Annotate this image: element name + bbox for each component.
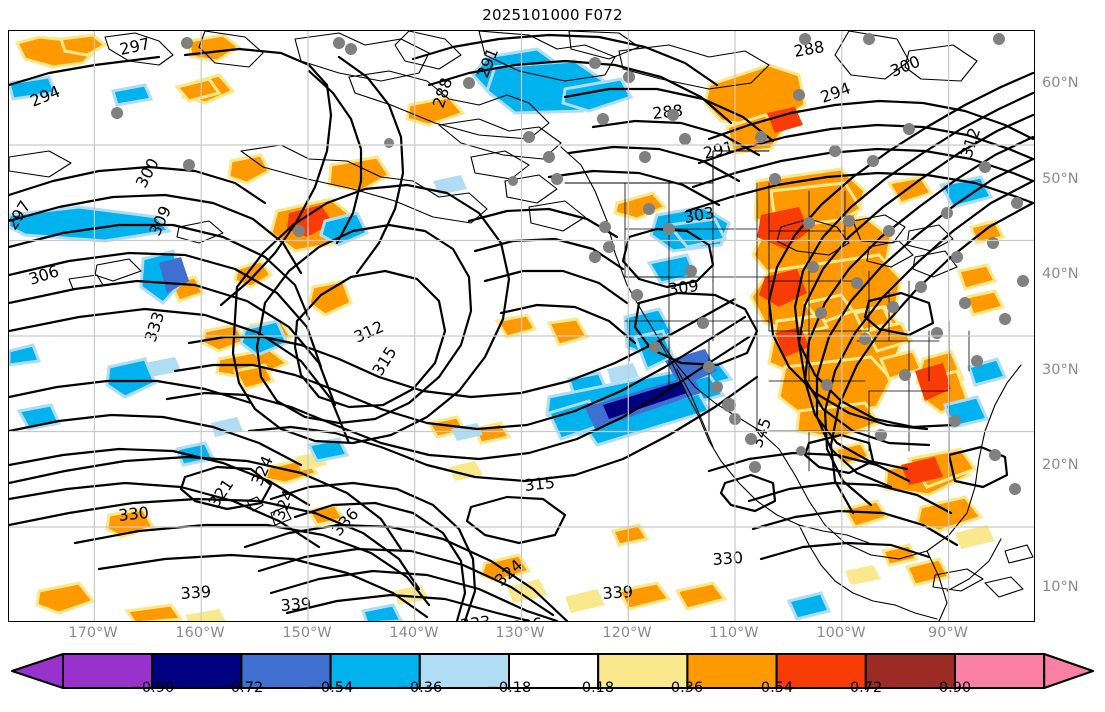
cbar-seg-7 [686,653,778,689]
lon-tick-170w: 170°W [68,625,118,641]
cbar-tick-4: −0.18 [486,680,532,696]
cbar-tick-3: −0.36 [397,680,443,696]
map-plot-area[interactable]: 297 294 297 300 309 306 333 312 315 315 … [8,30,1035,622]
lon-tick-150w: 150°W [282,625,332,641]
colorbar[interactable]: −0.90 −0.72 −0.54 −0.36 −0.18 0.18 0.36 … [0,650,1105,712]
cbar-seg-8 [775,653,867,689]
svg-text:330: 330 [117,503,149,525]
lat-tick-60n: 60°N [1042,75,1079,91]
lat-tick-30n: 30°N [1042,362,1079,378]
cbar-extend-max [1043,653,1094,689]
contour-layer [9,33,1034,621]
cbar-tick-5: 0.18 [581,680,615,696]
lat-tick-10n: 10°N [1042,579,1079,595]
svg-text:339: 339 [602,582,634,603]
cbar-tick-0: −0.90 [129,680,175,696]
svg-text:288: 288 [651,101,683,123]
figure-title: 2025101000 F072 [482,6,623,24]
gridlines [9,31,1034,621]
lon-tick-90w: 90°W [927,625,969,641]
lon-tick-100w: 100°W [816,625,866,641]
cbar-tick-2: −0.54 [308,680,354,696]
colorbar-swatches [11,653,1094,690]
lat-tick-50n: 50°N [1042,171,1079,187]
svg-text:309: 309 [667,276,700,299]
svg-text:336: 336 [511,614,544,621]
cbar-tick-9: 0.90 [938,680,972,696]
lon-tick-140w: 140°W [389,625,439,641]
lat-tick-20n: 20°N [1042,457,1079,473]
cbar-seg-2 [240,653,332,689]
cbar-seg-4 [418,653,510,689]
svg-text:333: 333 [459,612,492,621]
lon-tick-160w: 160°W [175,625,225,641]
lon-tick-110w: 110°W [709,625,759,641]
svg-text:339: 339 [280,594,312,615]
cbar-tick-8: 0.72 [849,680,883,696]
cbar-seg-3 [329,653,421,689]
cbar-seg-5 [508,653,600,689]
cbar-tick-1: −0.72 [218,680,264,696]
lat-tick-40n: 40°N [1042,266,1079,282]
lon-tick-130w: 130°W [495,625,545,641]
cbar-tick-6: 0.36 [670,680,704,696]
anomaly-shading-layer [9,33,1008,621]
map-canvas: 297 294 297 300 309 306 333 312 315 315 … [9,31,1034,621]
cbar-seg-0 [62,653,154,689]
station-markers [111,33,1029,495]
lon-tick-120w: 120°W [602,625,652,641]
svg-text:339: 339 [180,582,212,603]
svg-text:330: 330 [712,548,744,569]
svg-text:315: 315 [523,473,555,495]
cbar-tick-7: 0.54 [760,680,794,696]
cbar-extend-min [11,653,64,689]
